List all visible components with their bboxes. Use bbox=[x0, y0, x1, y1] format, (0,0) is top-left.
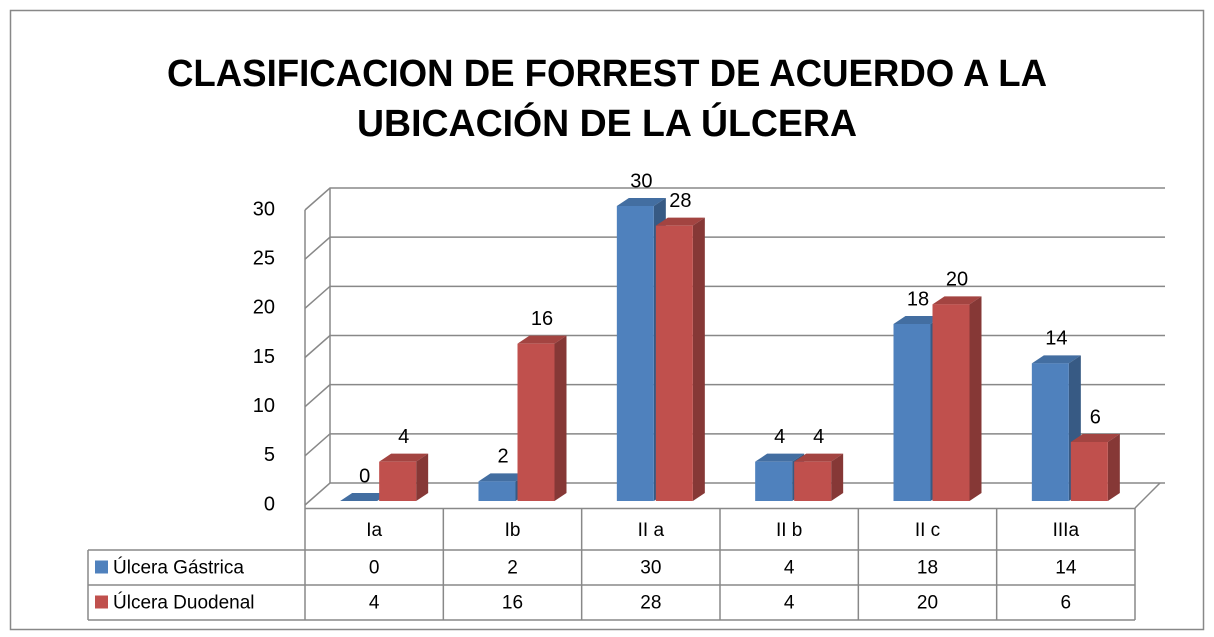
value-label: 6 bbox=[1090, 406, 1101, 428]
y-tick-label: 5 bbox=[264, 444, 275, 466]
legend-label: Úlcera Gástrica bbox=[113, 557, 244, 579]
table-cell: 18 bbox=[917, 558, 938, 579]
value-label: 30 bbox=[630, 170, 652, 192]
legend-label: Úlcera Duodenal bbox=[113, 592, 255, 614]
grid-line bbox=[304, 433, 1165, 457]
bar-side bbox=[416, 453, 429, 501]
table-cell: 0 bbox=[369, 558, 380, 579]
value-label: 14 bbox=[1045, 328, 1067, 350]
bar bbox=[1070, 442, 1108, 501]
table-cell: 20 bbox=[917, 593, 938, 614]
x-tick-label: IIIa bbox=[1053, 520, 1080, 541]
bar-top bbox=[655, 217, 705, 226]
legend-swatch bbox=[95, 560, 108, 574]
bar-top bbox=[1031, 355, 1081, 364]
table-cell: 30 bbox=[640, 558, 661, 579]
grid-line bbox=[304, 482, 1165, 506]
bar bbox=[616, 206, 654, 501]
bar-top bbox=[478, 473, 528, 482]
table-cell: 6 bbox=[1061, 593, 1072, 614]
bar-side bbox=[554, 335, 567, 501]
bar bbox=[932, 304, 970, 501]
bar-top bbox=[932, 296, 982, 305]
bar-side bbox=[831, 453, 844, 501]
bar-top bbox=[893, 316, 943, 324]
grid-line bbox=[304, 334, 1165, 359]
value-label: 28 bbox=[669, 190, 691, 212]
bar-top bbox=[517, 335, 567, 344]
chart-title: CLASIFICACION DE FORREST DE ACUERDO A LA bbox=[167, 53, 1047, 95]
bar bbox=[794, 461, 832, 501]
bar-top bbox=[755, 453, 805, 462]
bar-top bbox=[1070, 434, 1120, 442]
x-tick-label: II b bbox=[776, 520, 802, 541]
table-cell: 4 bbox=[784, 558, 795, 579]
y-tick-label: 0 bbox=[264, 493, 275, 515]
grid-line bbox=[304, 285, 1165, 309]
bar bbox=[379, 461, 417, 501]
value-label: 20 bbox=[946, 269, 968, 291]
value-label: 2 bbox=[497, 446, 508, 468]
grid-line bbox=[304, 383, 1165, 408]
bar bbox=[478, 481, 516, 501]
table-cell: 4 bbox=[784, 593, 795, 614]
grid-line bbox=[304, 187, 1165, 211]
bar bbox=[655, 225, 693, 501]
bar bbox=[755, 461, 793, 501]
y-tick-label: 15 bbox=[253, 346, 275, 368]
bar-top bbox=[794, 453, 844, 462]
table-cell: 14 bbox=[1055, 558, 1077, 579]
value-label: 4 bbox=[398, 426, 409, 448]
value-label: 4 bbox=[774, 426, 785, 448]
bar-side bbox=[969, 296, 982, 501]
x-tick-label: Ib bbox=[505, 520, 521, 541]
bar-top bbox=[340, 493, 390, 501]
bar-side bbox=[692, 217, 705, 501]
x-tick-label: II c bbox=[915, 520, 940, 541]
grid-line bbox=[304, 236, 1165, 260]
table-cell: 16 bbox=[502, 593, 523, 614]
y-tick-label: 25 bbox=[253, 247, 275, 269]
bar-top bbox=[379, 453, 429, 462]
value-label: 18 bbox=[907, 288, 929, 310]
chart-title: UBICACIÓN DE LA ÚLCERA bbox=[357, 101, 857, 145]
value-label: 0 bbox=[359, 465, 370, 487]
x-tick-label: Ia bbox=[366, 520, 382, 541]
bar-top bbox=[616, 198, 666, 206]
table-cell: 2 bbox=[507, 558, 518, 579]
chart-border bbox=[9, 9, 1205, 631]
legend-swatch bbox=[95, 595, 108, 609]
bar bbox=[1031, 363, 1069, 501]
value-label: 4 bbox=[813, 426, 824, 448]
y-tick-label: 30 bbox=[253, 198, 275, 220]
bar bbox=[517, 343, 555, 501]
floor-edge bbox=[1134, 482, 1161, 509]
table-cell: 28 bbox=[640, 593, 661, 614]
bar-side bbox=[1107, 434, 1120, 501]
y-tick-label: 20 bbox=[253, 297, 275, 319]
x-tick-label: II a bbox=[638, 520, 665, 541]
y-tick-label: 10 bbox=[253, 395, 275, 417]
table-cell: 4 bbox=[369, 593, 380, 614]
value-label: 16 bbox=[531, 308, 553, 330]
bar bbox=[893, 324, 931, 501]
